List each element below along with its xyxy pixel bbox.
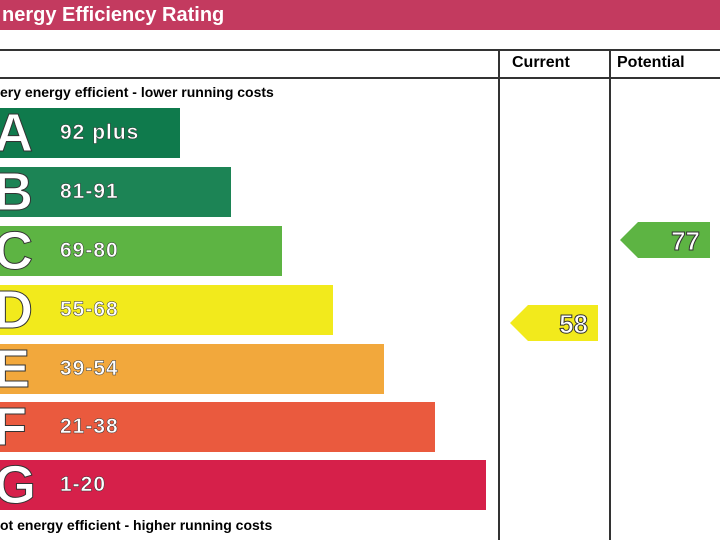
band-letter: F (0, 397, 28, 457)
band-letter: C (0, 221, 34, 281)
band-letter: D (0, 280, 34, 340)
table-border (0, 49, 720, 51)
rating-band: F 21-38 (0, 398, 435, 457)
column-header: Potential (617, 54, 685, 71)
band-range: 92 plus (60, 121, 140, 145)
potential-arrow: 77 (620, 222, 710, 258)
potential-value: 77 (671, 226, 701, 257)
band-letter: A (0, 103, 34, 163)
current-value: 58 (559, 309, 589, 340)
table-border (609, 49, 611, 540)
column-header: Current (512, 54, 570, 71)
table-border (0, 77, 720, 79)
current-arrow: 58 (510, 305, 598, 341)
rating-band: A 92 plus (0, 104, 180, 163)
table-border (498, 49, 500, 540)
band-range: 81-91 (60, 180, 119, 204)
arrow-fill (510, 305, 598, 341)
rating-band: G 1-20 (0, 456, 486, 515)
arrow-shape (620, 222, 710, 258)
bottom-note: ot energy efficient - higher running cos… (0, 517, 273, 533)
rating-band: C 69-80 (0, 222, 282, 281)
rating-band: D 55-68 (0, 281, 333, 340)
band-range: 1-20 (60, 473, 107, 497)
band-range: 39-54 (60, 357, 119, 381)
band-range: 55-68 (60, 298, 119, 322)
rating-band: E 39-54 (0, 340, 384, 399)
band-range: 69-80 (60, 239, 119, 263)
arrow-shape (510, 305, 598, 341)
band-letter: E (0, 339, 31, 399)
arrow-fill (620, 222, 710, 258)
band-letter: B (0, 162, 34, 222)
band-range: 21-38 (60, 415, 119, 439)
band-letter: G (0, 455, 37, 515)
title-bar: nergy Efficiency Rating (0, 0, 720, 30)
top-note: ery energy efficient - lower running cos… (0, 84, 274, 100)
rating-band: B 81-91 (0, 163, 231, 222)
